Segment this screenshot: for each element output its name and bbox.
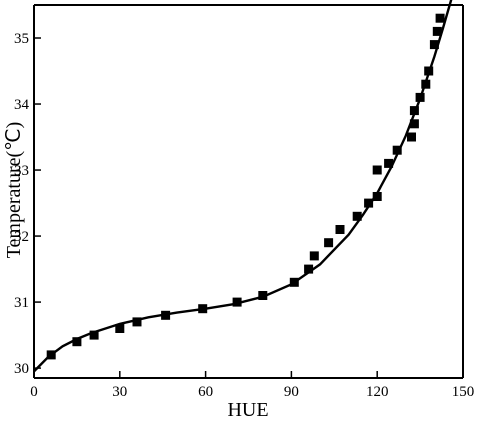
data-point-marker xyxy=(336,225,345,234)
y-tick-label: 30 xyxy=(14,361,29,377)
plot-frame xyxy=(34,5,463,378)
data-point-marker xyxy=(373,192,382,201)
y-axis-title: Temperature(℃) xyxy=(3,122,25,259)
fit-curve xyxy=(34,0,452,371)
data-point-marker xyxy=(115,324,124,333)
data-point-marker xyxy=(47,350,56,359)
data-point-marker xyxy=(198,304,207,313)
x-tick-label: 90 xyxy=(284,384,299,400)
data-point-marker xyxy=(407,133,416,142)
data-point-marker xyxy=(373,166,382,175)
data-point-marker xyxy=(416,93,425,102)
data-point-marker xyxy=(133,317,142,326)
data-point-marker xyxy=(258,291,267,300)
data-point-marker xyxy=(384,159,393,168)
y-tick-label: 35 xyxy=(14,31,29,47)
data-point-marker xyxy=(421,80,430,89)
y-tick-label: 34 xyxy=(14,97,30,113)
data-point-marker xyxy=(424,67,433,76)
x-axis-ticks: 0 30 60 90 120 150 xyxy=(30,371,474,400)
data-point-marker xyxy=(433,27,442,36)
data-point-marker xyxy=(324,238,333,247)
y-tick-label: 31 xyxy=(14,295,29,311)
data-point-marker xyxy=(436,14,445,23)
data-point-marker xyxy=(410,106,419,115)
x-tick-label: 30 xyxy=(112,384,127,400)
data-point-marker xyxy=(290,278,299,287)
data-point-marker xyxy=(90,331,99,340)
data-point-marker xyxy=(161,311,170,320)
data-point-marker xyxy=(310,251,319,260)
data-point-marker xyxy=(233,298,242,307)
data-point-marker xyxy=(410,119,419,128)
data-point-marker xyxy=(364,199,373,208)
x-tick-label: 150 xyxy=(452,384,475,400)
data-point-marker xyxy=(304,265,313,274)
x-axis-title: HUE xyxy=(227,399,268,421)
x-tick-label: 120 xyxy=(366,384,389,400)
data-point-marker xyxy=(393,146,402,155)
x-tick-label: 60 xyxy=(198,384,213,400)
x-tick-label: 0 xyxy=(30,384,38,400)
data-point-marker xyxy=(72,337,81,346)
data-point-marker xyxy=(430,40,439,49)
data-point-marker xyxy=(353,212,362,221)
data-markers xyxy=(47,14,445,360)
